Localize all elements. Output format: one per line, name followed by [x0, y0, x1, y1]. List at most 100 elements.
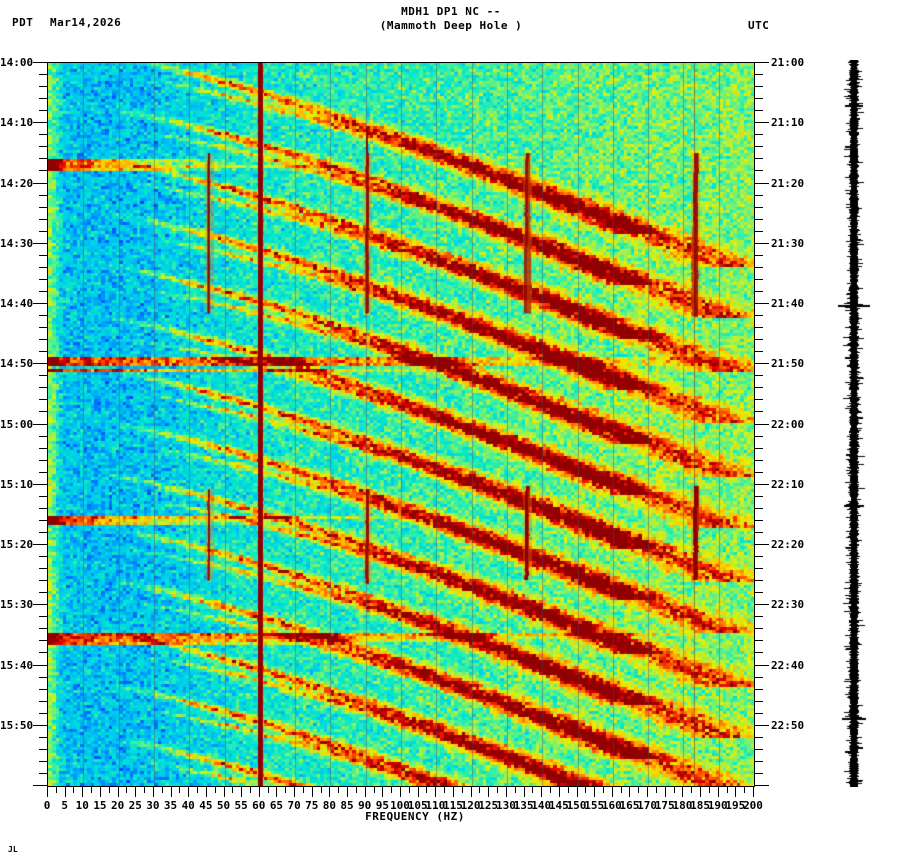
freq-label: 175	[654, 799, 675, 812]
time-tick-minor-left	[39, 568, 47, 569]
time-label-right: 22:00	[771, 417, 805, 431]
freq-tick-major	[647, 787, 648, 797]
time-tick-minor-left	[39, 496, 47, 497]
freq-tick-major	[700, 787, 701, 797]
freq-tick-minor	[56, 787, 57, 793]
freq-tick-minor	[109, 787, 110, 793]
time-tick-minor-left	[39, 255, 47, 256]
freq-tick-minor	[356, 787, 357, 793]
time-label-left: 15:10	[0, 477, 34, 491]
freq-tick-minor	[268, 787, 269, 793]
time-tick-minor-left	[39, 701, 47, 702]
time-tick-minor-right	[755, 255, 763, 256]
time-label-right: 21:10	[771, 116, 805, 130]
freq-tick-major	[559, 787, 560, 797]
time-tick-minor-left	[39, 580, 47, 581]
freq-tick-minor	[391, 787, 392, 793]
time-tick-minor-right	[755, 74, 763, 75]
freq-tick-minor	[179, 787, 180, 793]
time-label-left: 14:20	[0, 176, 34, 190]
freq-tick-major	[435, 787, 436, 797]
time-label-right: 21:50	[771, 357, 805, 371]
freq-tick-minor	[409, 787, 410, 793]
time-tick-major-right	[755, 303, 769, 304]
time-tick-minor-left	[39, 207, 47, 208]
freq-tick-major	[418, 787, 419, 797]
time-tick-minor-right	[755, 195, 763, 196]
time-tick-minor-right	[755, 436, 763, 437]
freq-tick-major	[488, 787, 489, 797]
time-tick-minor-right	[755, 701, 763, 702]
freq-tick-major	[735, 787, 736, 797]
time-tick-minor-right	[755, 749, 763, 750]
freq-label: 85	[340, 799, 354, 812]
time-tick-major-left	[33, 122, 47, 123]
freq-tick-major	[665, 787, 666, 797]
freq-tick-major	[241, 787, 242, 797]
freq-label: 125	[478, 799, 499, 812]
freq-tick-minor	[621, 787, 622, 793]
freq-label: 60	[252, 799, 266, 812]
freq-label: 30	[146, 799, 160, 812]
time-label-right: 21:40	[771, 297, 805, 310]
freq-label: 80	[322, 799, 337, 812]
freq-tick-minor	[550, 787, 551, 793]
freq-label: 10	[75, 799, 89, 812]
x-axis-title: FREQUENCY (HZ)	[365, 810, 465, 823]
freq-tick-major	[347, 787, 348, 797]
time-tick-minor-left	[39, 158, 47, 159]
freq-label: 75	[305, 799, 319, 812]
time-tick-minor-right	[755, 399, 763, 400]
freq-tick-major	[629, 787, 630, 797]
freq-tick-major	[153, 787, 154, 797]
freq-label: 180	[672, 799, 693, 812]
time-tick-minor-right	[755, 713, 763, 714]
freq-tick-major	[506, 787, 507, 797]
time-tick-minor-left	[39, 689, 47, 690]
corner-mark: JL	[8, 845, 18, 854]
time-tick-major-right	[755, 604, 769, 605]
time-tick-minor-left	[39, 411, 47, 412]
time-tick-minor-right	[755, 640, 763, 641]
time-tick-minor-left	[39, 520, 47, 521]
freq-label: 145	[548, 799, 569, 812]
freq-label: 115	[443, 799, 463, 812]
time-tick-minor-right	[755, 472, 763, 473]
time-tick-minor-right	[755, 327, 763, 328]
freq-label: 55	[234, 799, 248, 812]
seismogram-trace	[836, 60, 876, 787]
time-label-left: 14:50	[0, 357, 34, 371]
time-label-right: 21:00	[771, 56, 805, 69]
freq-tick-major	[276, 787, 277, 797]
time-tick-minor-left	[39, 737, 47, 738]
freq-tick-major	[594, 787, 595, 797]
time-label-right: 21:30	[771, 236, 805, 250]
time-tick-major-right	[755, 544, 769, 545]
freq-tick-minor	[73, 787, 74, 793]
freq-label: 170	[637, 799, 658, 812]
freq-label: 15	[93, 799, 107, 812]
time-tick-major-left	[33, 243, 47, 244]
time-tick-minor-right	[755, 315, 763, 316]
time-tick-minor-left	[39, 195, 47, 196]
freq-tick-minor	[479, 787, 480, 793]
time-tick-minor-left	[39, 219, 47, 220]
freq-tick-major	[312, 787, 313, 797]
time-tick-minor-right	[755, 496, 763, 497]
time-tick-minor-right	[755, 231, 763, 232]
time-tick-minor-left	[39, 460, 47, 461]
freq-tick-major	[294, 787, 295, 797]
freq-label: 5	[61, 799, 68, 812]
seismogram-trace-canvas	[836, 60, 876, 787]
freq-tick-minor	[585, 787, 586, 793]
spectrogram-plot[interactable]	[47, 62, 755, 787]
freq-label: 130	[495, 799, 516, 812]
freq-tick-minor	[638, 787, 639, 793]
time-label-right: 22:50	[771, 718, 805, 732]
freq-tick-major	[524, 787, 525, 797]
time-tick-minor-left	[39, 773, 47, 774]
freq-tick-minor	[568, 787, 569, 793]
freq-label: 160	[601, 799, 622, 812]
time-tick-minor-right	[755, 219, 763, 220]
freq-tick-minor	[744, 787, 745, 793]
